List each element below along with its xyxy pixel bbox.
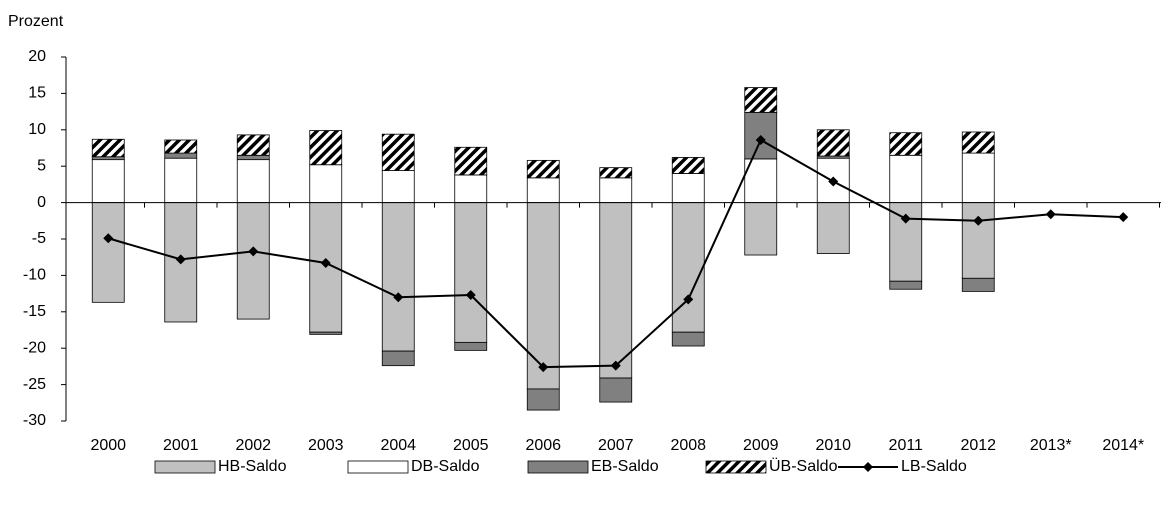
bar <box>381 350 415 367</box>
bar <box>671 157 705 174</box>
y-tick-label: -20 <box>23 339 46 356</box>
bar <box>526 177 560 204</box>
bar <box>671 173 705 203</box>
bar <box>816 202 850 254</box>
y-tick-label: 15 <box>28 85 46 102</box>
y-axis-label: Prozent <box>8 13 64 30</box>
bar <box>454 174 488 204</box>
x-tick-label: 2000 <box>90 437 126 454</box>
bar <box>309 130 343 166</box>
x-tick-label: 2012 <box>960 437 996 454</box>
legend-swatch <box>347 460 409 474</box>
bar <box>599 202 633 379</box>
x-tick-label: 2002 <box>235 437 271 454</box>
bar <box>381 170 415 203</box>
bar <box>526 202 560 390</box>
bar <box>599 377 633 403</box>
bar <box>454 202 488 343</box>
line-marker <box>103 233 114 244</box>
y-tick-label: 5 <box>37 157 46 174</box>
bar <box>889 154 923 203</box>
bar <box>744 87 778 113</box>
bar <box>309 331 343 335</box>
bar <box>961 131 995 154</box>
bar <box>236 202 270 320</box>
legend-label: EB-Saldo <box>591 458 659 475</box>
legend-swatch <box>705 460 767 474</box>
y-tick-label: -15 <box>23 303 46 320</box>
y-tick-label: -5 <box>32 230 46 247</box>
bar <box>599 177 633 204</box>
legend-label: ÜB-Saldo <box>769 457 838 475</box>
bar <box>236 134 270 156</box>
line-marker <box>320 258 331 269</box>
x-tick-label: 2014* <box>1102 437 1144 454</box>
bar <box>91 159 125 203</box>
bar <box>236 154 270 161</box>
line-marker <box>1045 209 1056 220</box>
line-marker <box>610 360 621 371</box>
line-marker <box>755 134 766 145</box>
bar <box>454 146 488 176</box>
legend-label: LB-Saldo <box>901 458 967 475</box>
x-tick-label: 2007 <box>598 437 634 454</box>
bar <box>671 202 705 333</box>
x-tick-label: 2010 <box>815 437 851 454</box>
y-tick-label: -30 <box>23 412 46 429</box>
bar <box>599 167 633 179</box>
bar <box>381 133 415 171</box>
x-tick-label: 2004 <box>380 437 416 454</box>
y-tick-label: 20 <box>28 48 46 65</box>
line-marker <box>1118 212 1129 223</box>
legend-label: HB-Saldo <box>218 458 287 475</box>
x-tick-label: 2006 <box>525 437 561 454</box>
y-tick-label: 10 <box>28 121 46 138</box>
line-marker <box>465 290 476 301</box>
y-tick-label: -10 <box>23 267 46 284</box>
legend-swatch <box>527 460 589 474</box>
x-tick-label: 2003 <box>308 437 344 454</box>
bar <box>744 202 778 256</box>
bar <box>236 159 270 203</box>
x-tick-label: 2009 <box>743 437 779 454</box>
bar <box>671 331 705 347</box>
bar <box>961 277 995 292</box>
y-tick-label: 0 <box>37 194 46 211</box>
bar <box>526 159 560 179</box>
bar <box>961 202 995 279</box>
bar <box>526 388 560 411</box>
x-tick-label: 2013* <box>1030 437 1072 454</box>
line-marker <box>828 176 839 187</box>
bar <box>961 152 995 203</box>
bar <box>91 202 125 303</box>
bar <box>381 202 415 352</box>
line-marker <box>248 246 259 257</box>
y-tick-label: -25 <box>23 376 46 393</box>
bar <box>91 156 125 161</box>
line-marker <box>393 292 404 303</box>
bar <box>889 132 923 156</box>
x-tick-label: 2005 <box>453 437 489 454</box>
bar <box>164 152 198 159</box>
bar <box>164 157 198 204</box>
line-marker <box>900 213 911 224</box>
x-tick-label: 2001 <box>163 437 199 454</box>
legend-label: DB-Saldo <box>411 458 480 475</box>
x-tick-label: 2011 <box>889 437 924 454</box>
bar <box>454 341 488 351</box>
bar <box>816 129 850 157</box>
line-marker <box>538 362 549 373</box>
bar <box>309 164 343 204</box>
bar <box>164 139 198 154</box>
line-marker <box>973 215 984 226</box>
line-marker <box>175 254 186 265</box>
line-marker <box>683 294 694 305</box>
legend-marker <box>863 462 873 472</box>
bar <box>91 138 125 158</box>
legend-swatch <box>154 460 216 474</box>
bar <box>889 280 923 290</box>
x-tick-label: 2008 <box>670 437 706 454</box>
